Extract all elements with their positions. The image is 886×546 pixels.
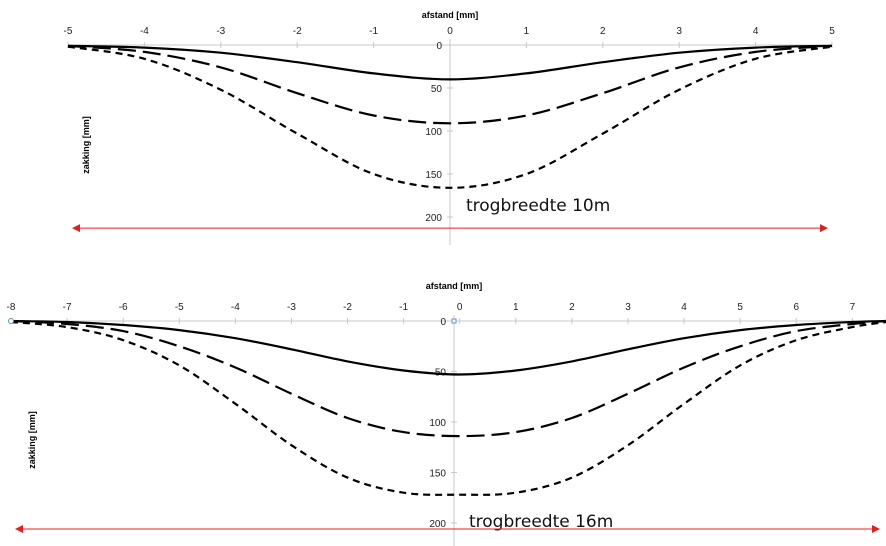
x-tick-label: 4	[681, 302, 687, 313]
y-tick-label: 100	[425, 127, 442, 138]
x-tick-label: 2	[569, 302, 575, 313]
y-tick-label: 50	[431, 84, 443, 95]
series-line-long-dash	[10, 319, 886, 438]
x-tick-label: 1	[524, 26, 530, 37]
x-tick-label: -8	[7, 302, 16, 313]
axis-origin-handle-center	[451, 318, 457, 324]
x-tick-label: 3	[676, 26, 682, 37]
x-tick-label: 1	[513, 302, 519, 313]
series-line-short-dash	[67, 45, 833, 189]
x-axis-title: afstand [mm]	[426, 281, 483, 291]
x-tick-label: -5	[64, 26, 73, 37]
x-tick-label: -1	[399, 302, 408, 313]
x-tick-label: -2	[293, 26, 302, 37]
chart-bottom-16m: afstand [mm] zakking [mm] trogbreedte 16…	[7, 281, 886, 546]
trough-width-label: trogbreedte 10m	[466, 196, 610, 216]
arrow-head-right	[872, 525, 880, 534]
y-tick-label: 150	[425, 170, 442, 181]
x-tick-label: -6	[119, 302, 128, 313]
x-tick-label: 5	[829, 26, 835, 37]
y-axis-title: zakking [mm]	[81, 116, 91, 174]
x-axis-title: afstand [mm]	[422, 10, 479, 20]
x-tick-label: 0	[447, 26, 453, 37]
y-tick-label: 200	[425, 213, 442, 224]
y-axis-title: zakking [mm]	[27, 411, 37, 469]
y-tick-label: 100	[429, 418, 446, 429]
series-line-solid	[10, 319, 886, 376]
x-tick-label: -7	[63, 302, 72, 313]
y-tick-label: 150	[429, 469, 446, 480]
axis-origin-handle-left	[8, 318, 14, 324]
x-tick-label: -5	[175, 302, 184, 313]
x-tick-label: 0	[457, 302, 463, 313]
x-tick-label: -3	[216, 26, 225, 37]
x-tick-label: -4	[231, 302, 240, 313]
y-tick-label: 0	[436, 41, 442, 52]
x-tick-label: 7	[850, 302, 856, 313]
x-tick-label: -4	[140, 26, 149, 37]
arrow-head-left	[72, 224, 80, 233]
x-tick-label: -3	[287, 302, 296, 313]
y-tick-label: 200	[429, 519, 446, 530]
arrow-head-right	[820, 224, 828, 233]
series-line-short-dash	[10, 320, 886, 496]
x-tick-label: 4	[753, 26, 759, 37]
series-line-solid	[67, 44, 833, 81]
x-tick-label: -2	[343, 302, 352, 313]
x-tick-label: 3	[625, 302, 631, 313]
x-tick-label: 2	[600, 26, 606, 37]
x-tick-label: 6	[793, 302, 799, 313]
x-tick-label: 5	[737, 302, 743, 313]
arrow-head-left	[15, 525, 23, 534]
y-tick-label: 0	[440, 317, 446, 328]
series-line-long-dash	[67, 44, 833, 125]
chart-top-10m: afstand [mm] zakking [mm] trogbreedte 10…	[64, 10, 835, 245]
x-tick-label: -1	[369, 26, 378, 37]
trough-width-label: trogbreedte 16m	[469, 512, 613, 532]
